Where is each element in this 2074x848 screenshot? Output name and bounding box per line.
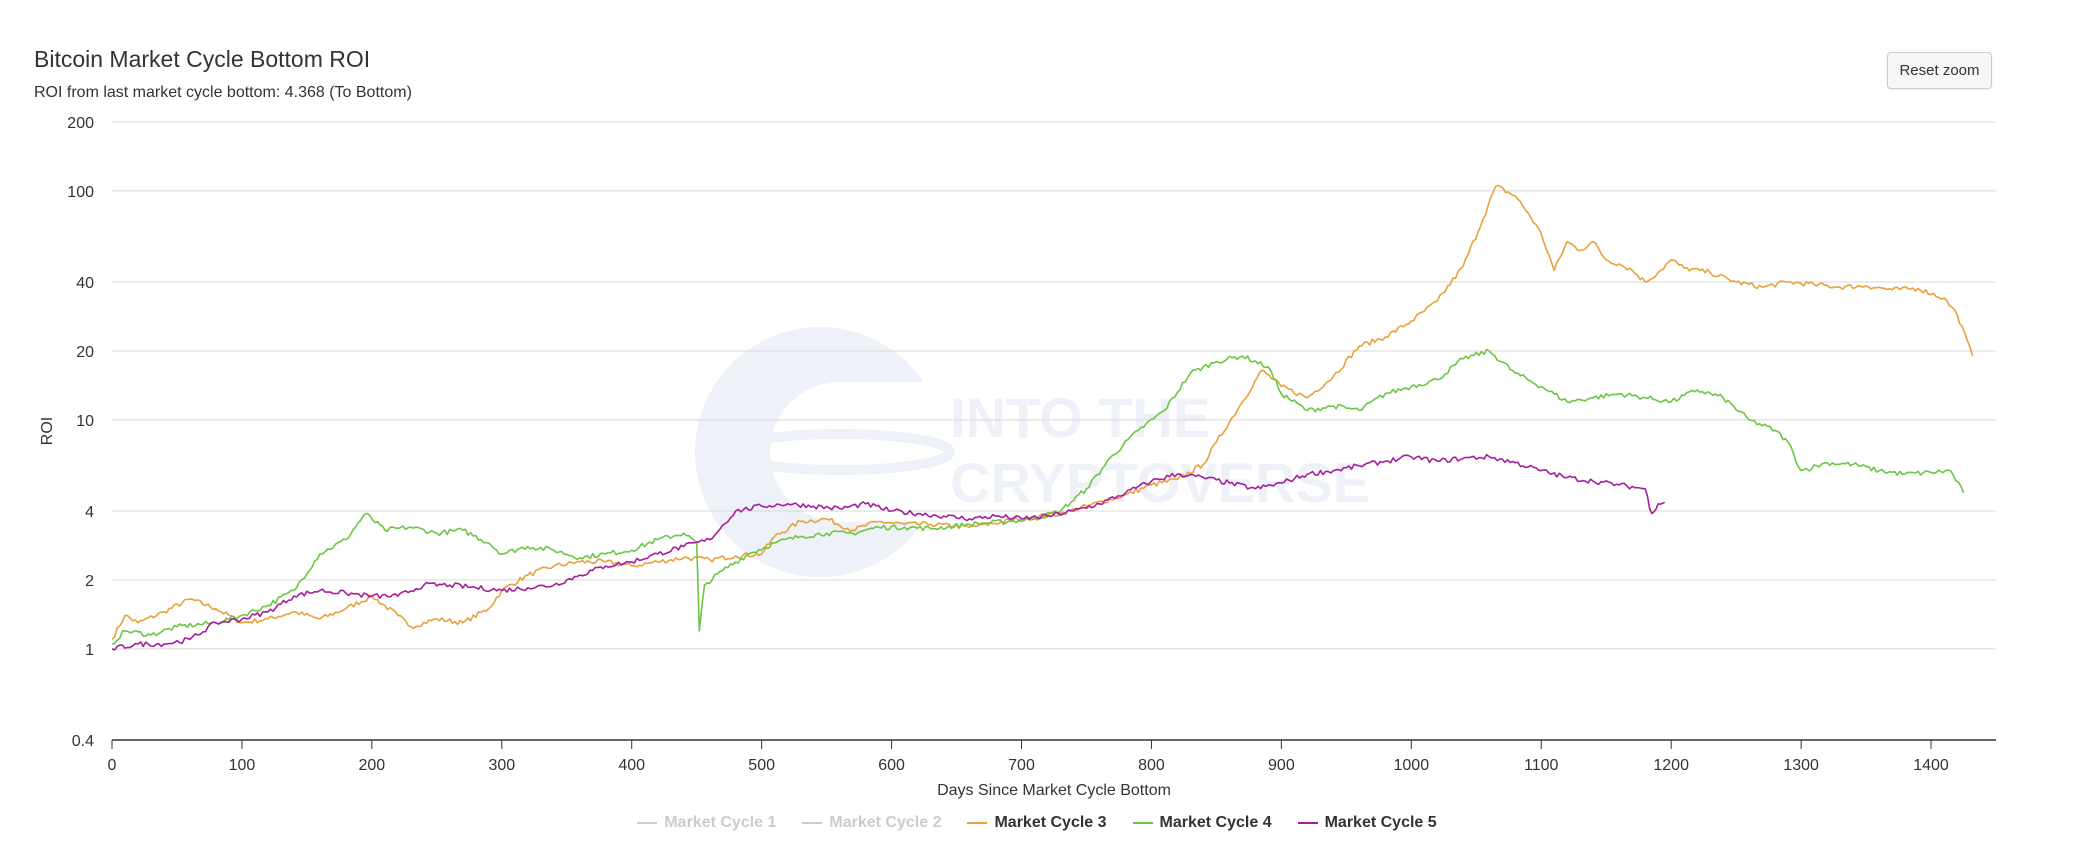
y-tick-label: 2 bbox=[85, 573, 94, 590]
legend-swatch bbox=[637, 822, 658, 824]
x-tick-label: 400 bbox=[618, 757, 645, 774]
x-tick-label: 1000 bbox=[1394, 757, 1430, 774]
y-tick-label: 200 bbox=[67, 115, 94, 132]
chart-subtitle: ROI from last market cycle bottom: 4.368… bbox=[34, 84, 412, 101]
legend-item-market-cycle-5[interactable]: Market Cycle 5 bbox=[1297, 814, 1437, 832]
x-tick-label: 500 bbox=[748, 757, 775, 774]
y-tick-label: 100 bbox=[67, 184, 94, 201]
legend-swatch bbox=[802, 822, 823, 824]
legend-label: Market Cycle 5 bbox=[1324, 814, 1437, 831]
x-tick-label: 100 bbox=[229, 757, 256, 774]
legend-swatch bbox=[1132, 822, 1153, 824]
x-tick-label: 800 bbox=[1138, 757, 1165, 774]
legend-item-market-cycle-4[interactable]: Market Cycle 4 bbox=[1132, 814, 1272, 832]
legend-label: Market Cycle 1 bbox=[664, 814, 777, 831]
x-tick-label: 700 bbox=[1008, 757, 1035, 774]
legend-label: Market Cycle 4 bbox=[1159, 814, 1272, 831]
chart-legend: Market Cycle 1 Market Cycle 2 Market Cycle… bbox=[0, 814, 2074, 832]
legend-label: Market Cycle 3 bbox=[994, 814, 1107, 831]
y-tick-label: 4 bbox=[85, 504, 94, 521]
legend-swatch bbox=[967, 822, 988, 824]
y-tick-label: 0.4 bbox=[72, 733, 94, 750]
y-tick-label: 1 bbox=[85, 642, 94, 659]
x-tick-label: 1200 bbox=[1653, 757, 1689, 774]
chart-title: Bitcoin Market Cycle Bottom ROI bbox=[34, 46, 371, 72]
x-tick-label: 1400 bbox=[1913, 757, 1949, 774]
reset-zoom-button[interactable]: Reset zoom bbox=[1887, 52, 1992, 89]
series-line-market-cycle-5 bbox=[111, 453, 1666, 651]
y-tick-label: 20 bbox=[76, 344, 94, 361]
x-tick-label: 1100 bbox=[1524, 757, 1559, 774]
x-tick-label: 200 bbox=[359, 757, 386, 774]
y-tick-label: 40 bbox=[76, 275, 94, 292]
y-tick-label: 10 bbox=[76, 413, 94, 430]
x-tick-label: 300 bbox=[488, 757, 515, 774]
legend-item-market-cycle-2[interactable]: Market Cycle 2 bbox=[802, 814, 941, 832]
legend-item-market-cycle-3[interactable]: Market Cycle 3 bbox=[967, 814, 1107, 832]
series-line-market-cycle-4 bbox=[111, 348, 1965, 645]
legend-label: Market Cycle 2 bbox=[829, 814, 942, 831]
legend-item-market-cycle-1[interactable]: Market Cycle 1 bbox=[637, 814, 776, 832]
y-axis-title: ROI bbox=[39, 417, 56, 445]
x-tick-label: 900 bbox=[1268, 757, 1295, 774]
x-tick-label: 600 bbox=[878, 757, 905, 774]
legend-swatch bbox=[1297, 822, 1318, 824]
x-tick-label: 0 bbox=[108, 757, 117, 774]
x-tick-label: 1300 bbox=[1783, 757, 1819, 774]
x-axis-title: Days Since Market Cycle Bottom bbox=[937, 782, 1171, 799]
series-line-market-cycle-3 bbox=[111, 184, 1974, 640]
